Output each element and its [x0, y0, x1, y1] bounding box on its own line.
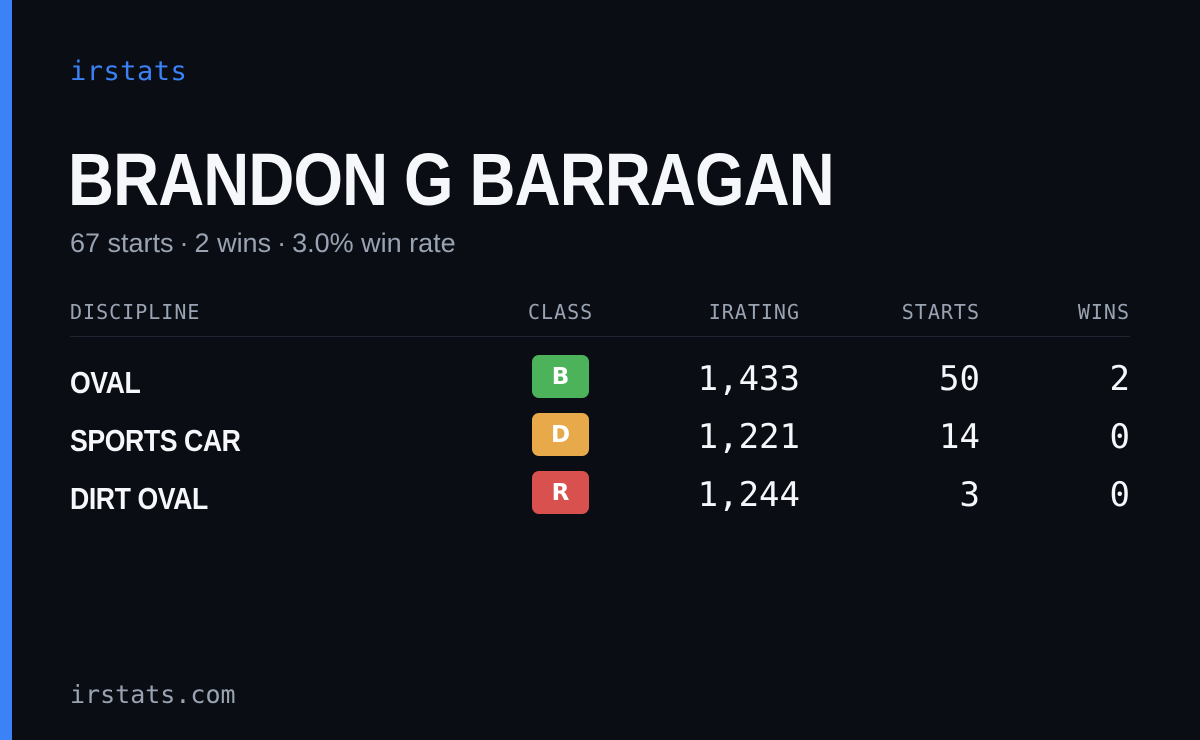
wins-summary: 2 wins — [194, 228, 272, 258]
table-row: OVAL B 1,433 50 2 — [70, 355, 1130, 413]
discipline-name: SPORTS CAR — [70, 423, 241, 458]
separator: · — [277, 228, 287, 258]
driver-name: BRANDON G BARRAGAN — [68, 138, 835, 221]
class-cell: B — [532, 355, 589, 398]
driver-summary: 67 starts · 2 wins · 3.0% win rate — [70, 228, 456, 259]
brand-logo: irstats — [70, 56, 188, 87]
starts-summary: 67 starts — [70, 228, 174, 258]
starts-value: 50 — [939, 359, 980, 399]
class-cell: D — [532, 413, 589, 456]
discipline-name: OVAL — [70, 365, 141, 400]
discipline-table: DISCIPLINE CLASS IRATING STARTS WINS OVA… — [70, 298, 1130, 529]
discipline-name: DIRT OVAL — [70, 481, 208, 516]
starts-value: 14 — [939, 417, 980, 457]
accent-bar — [0, 0, 12, 740]
class-badge: B — [532, 355, 589, 398]
starts-value: 3 — [959, 475, 980, 515]
class-badge: D — [532, 413, 589, 456]
table-row: DIRT OVAL R 1,244 3 0 — [70, 471, 1130, 529]
win-rate-summary: 3.0% win rate — [292, 228, 456, 258]
header-wins: WINS — [1077, 300, 1130, 324]
irating-value: 1,433 — [697, 359, 800, 399]
header-starts: STARTS — [901, 300, 980, 324]
separator: · — [179, 228, 189, 258]
wins-value: 0 — [1109, 417, 1130, 457]
irating-value: 1,221 — [697, 417, 800, 457]
header-irating: IRATING — [708, 300, 800, 324]
table-row: SPORTS CAR D 1,221 14 0 — [70, 413, 1130, 471]
footer-url: irstats.com — [70, 680, 236, 709]
header-class: CLASS — [528, 300, 594, 324]
header-discipline: DISCIPLINE — [70, 300, 201, 324]
wins-value: 2 — [1109, 359, 1130, 399]
class-badge: R — [532, 471, 589, 514]
irating-value: 1,244 — [697, 475, 800, 515]
wins-value: 0 — [1109, 475, 1130, 515]
table-header: DISCIPLINE CLASS IRATING STARTS WINS — [70, 298, 1130, 337]
class-cell: R — [532, 471, 589, 514]
table-body: OVAL B 1,433 50 2 SPORTS CAR D 1,221 14 … — [70, 355, 1130, 529]
